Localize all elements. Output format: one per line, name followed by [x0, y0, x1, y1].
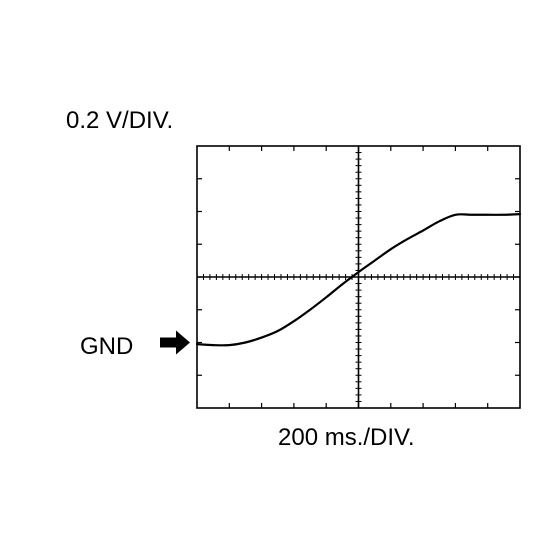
- center-crosshair: [197, 146, 520, 408]
- waveform-trace: [195, 213, 522, 347]
- ground-arrow-icon: [160, 330, 190, 355]
- ground-marker-label: GND: [80, 333, 133, 360]
- vertical-scale-label: 0.2 V/DIV.: [66, 107, 173, 134]
- horizontal-scale-label: 200 ms./DIV.: [278, 424, 415, 451]
